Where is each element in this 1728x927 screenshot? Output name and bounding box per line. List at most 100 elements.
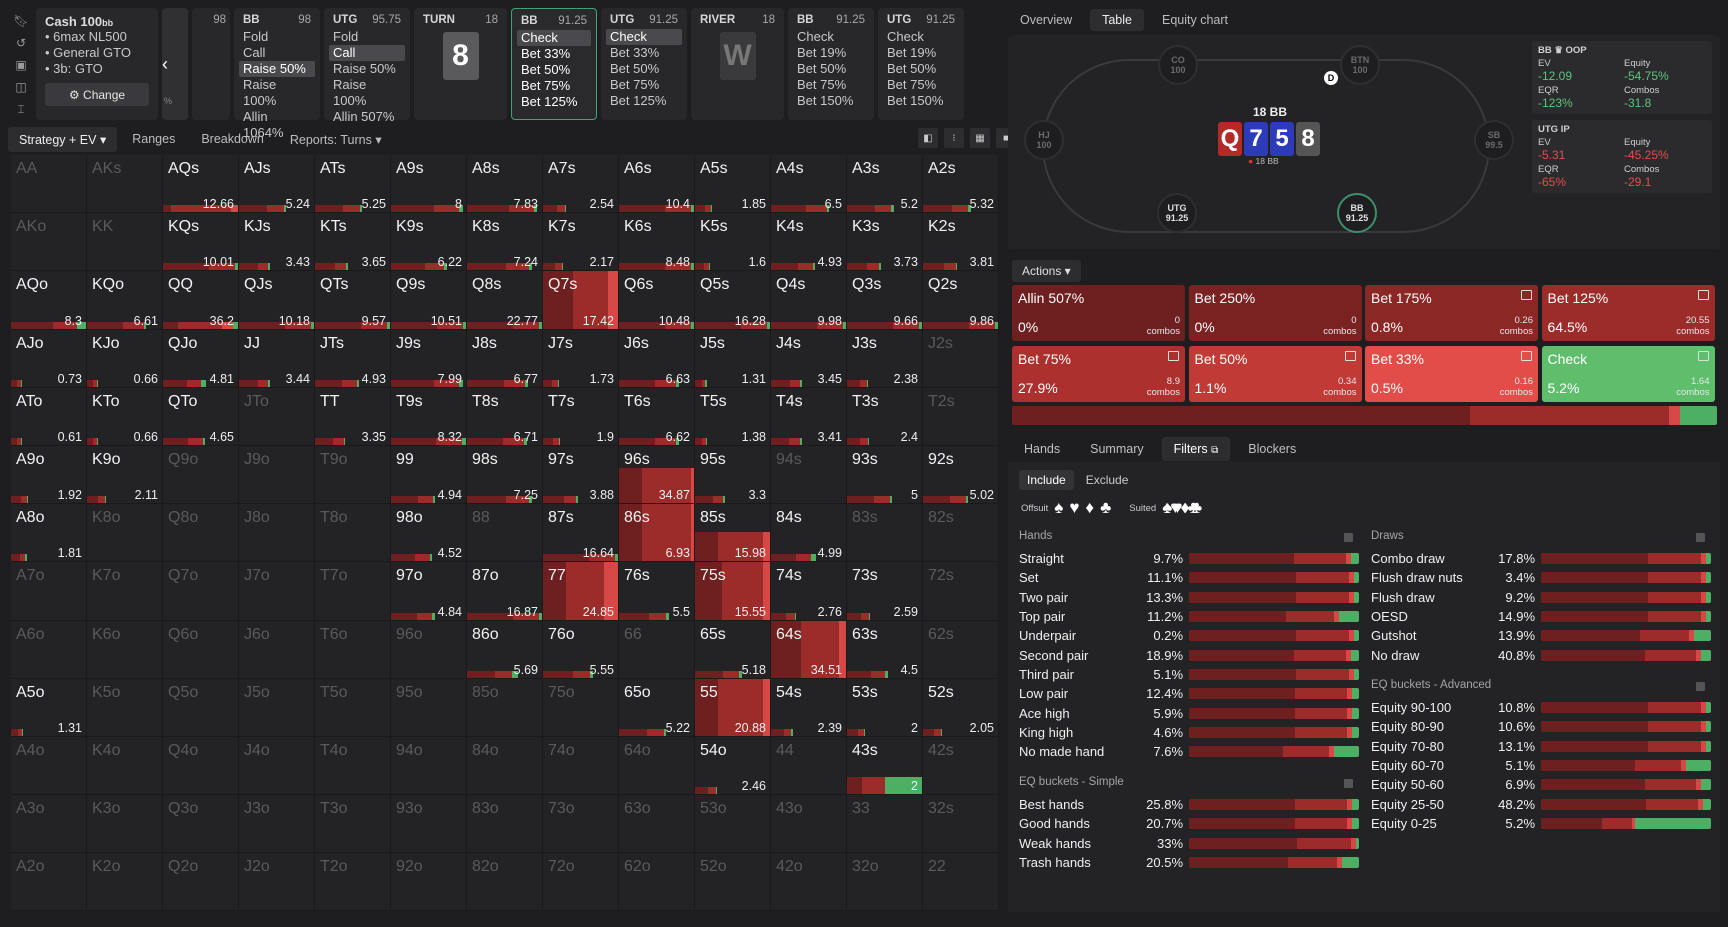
hand-cell[interactable]: A6o: [11, 620, 87, 679]
hand-cell[interactable]: 98o 4.52: [391, 504, 467, 563]
hand-cell[interactable]: 54o 2.46: [695, 736, 771, 796]
spade-icon[interactable]: ♠: [1054, 498, 1064, 517]
node-action-item[interactable]: Bet 50%: [887, 61, 937, 76]
hand-cell[interactable]: K5s 1.6: [695, 213, 771, 272]
hand-cell[interactable]: 95o: [391, 678, 467, 737]
filter-row[interactable]: Combo draw 17.8%: [1371, 549, 1712, 568]
save-icon[interactable]: ▣: [15, 58, 27, 72]
action-tile-bet-125-[interactable]: Bet 125% 64.5% 20.55 combos: [1541, 285, 1715, 341]
hand-cell[interactable]: A3o: [11, 795, 87, 854]
node-action-item[interactable]: Bet 33%: [610, 45, 660, 60]
actions-dropdown[interactable]: Actions ▾: [1012, 260, 1081, 282]
hand-cell[interactable]: AQs 12.66: [163, 155, 239, 214]
node-card-bb[interactable]: BB 98 Fold Call Raise 50% Raise 100% Allin 106…: [234, 8, 320, 140]
hand-cell[interactable]: AJs 5.24: [239, 155, 315, 214]
node-action-item[interactable]: Bet 75%: [887, 77, 937, 92]
filter-row[interactable]: No made hand 7.6%: [1019, 742, 1360, 761]
change-button[interactable]: ⚙ Change: [45, 83, 149, 106]
hand-cell[interactable]: 42s: [923, 736, 999, 796]
filter-row[interactable]: Equity 50-60 6.9%: [1371, 775, 1712, 794]
hand-cell[interactable]: JTo: [239, 387, 315, 446]
hand-cell[interactable]: 92o: [391, 853, 467, 912]
filter-row[interactable]: Second pair 18.9%: [1019, 645, 1360, 664]
details-icon[interactable]: [1697, 351, 1709, 361]
node-action-item[interactable]: Check: [517, 30, 591, 46]
hand-cell[interactable]: ATs 5.25: [315, 155, 391, 214]
node-action-item[interactable]: Bet 50%: [521, 62, 571, 77]
hand-cell[interactable]: QTo 4.65: [163, 387, 239, 446]
hand-cell[interactable]: T3o: [315, 795, 391, 854]
hand-cell[interactable]: K9o 2.11: [87, 445, 163, 505]
grid-icon[interactable]: ▦: [970, 128, 990, 148]
hand-cell[interactable]: Q5s 16.28: [695, 271, 771, 330]
filter-row[interactable]: Best hands 25.8%: [1019, 795, 1360, 814]
node-card-bb[interactable]: BB 91.25 Check Bet 19% Bet 50% Bet 75% Bet 150…: [788, 8, 874, 120]
filter-row[interactable]: Two pair 13.3%: [1019, 588, 1360, 607]
hand-cell[interactable]: 87s 16.64: [543, 504, 619, 563]
details-icon[interactable]: [1344, 351, 1356, 361]
hand-cell[interactable]: 42o: [771, 853, 847, 912]
hand-cell[interactable]: Q9o: [163, 445, 239, 505]
hand-cell[interactable]: 94o: [391, 736, 467, 796]
hand-cell[interactable]: AKs: [87, 155, 163, 214]
hand-cell[interactable]: 86s 6.93: [619, 504, 695, 563]
hand-cell[interactable]: 95s 3.3: [695, 445, 771, 505]
hand-cell[interactable]: 83s: [847, 504, 923, 563]
hand-cell[interactable]: Q9s 10.51: [391, 271, 467, 330]
node-action-item[interactable]: Allin 1064%: [243, 109, 284, 140]
hand-cell[interactable]: 75s 15.55: [695, 562, 771, 621]
hand-cell[interactable]: 43o: [771, 795, 847, 854]
node-action-item[interactable]: Bet 50%: [610, 61, 660, 76]
hand-cell[interactable]: K3o: [87, 795, 163, 854]
action-tile-bet-33-[interactable]: Bet 33% 0.5% 0.16 combos: [1365, 346, 1538, 402]
hand-cell[interactable]: 94s: [771, 445, 847, 505]
hand-cell[interactable]: J9o: [239, 445, 315, 505]
hand-cell[interactable]: 72o: [543, 853, 619, 912]
node-card-utg[interactable]: UTG 91.25 Check Bet 19% Bet 50% Bet 75% Bet 15…: [878, 8, 964, 120]
hand-cell[interactable]: A5o 1.31: [11, 678, 87, 737]
tab-hands[interactable]: Hands: [1024, 442, 1061, 456]
hand-cell[interactable]: 76s 5.5: [619, 562, 695, 621]
hand-cell[interactable]: T6s 6.62: [619, 387, 695, 446]
node-action-item[interactable]: Check: [797, 29, 834, 44]
hand-cell[interactable]: KQs 10.01: [163, 213, 239, 272]
filter-row[interactable]: Trash hands 20.5%: [1019, 853, 1360, 872]
hand-cell[interactable]: T6o: [315, 620, 391, 679]
hand-cell[interactable]: 87o 16.87: [467, 562, 543, 621]
tab-breakdown[interactable]: Breakdown: [201, 132, 264, 146]
filter-row[interactable]: Flush draw nuts 3.4%: [1371, 568, 1712, 587]
hand-cell[interactable]: A6s 10.4: [619, 155, 695, 214]
hand-cell[interactable]: 72s: [923, 562, 999, 621]
node-action-item[interactable]: Bet 150%: [887, 93, 944, 108]
hand-cell[interactable]: Q3o: [163, 795, 239, 854]
hand-cell[interactable]: Q8o: [163, 504, 239, 563]
hand-cell[interactable]: Q7s 17.42: [543, 271, 619, 330]
node-action-item[interactable]: Bet 33%: [521, 46, 571, 61]
prev-node-stub[interactable]: %: [162, 8, 188, 120]
hand-cell[interactable]: J6s 6.63: [619, 329, 695, 388]
hand-cell[interactable]: K7s 2.17: [543, 213, 619, 272]
hand-cell[interactable]: 96o: [391, 620, 467, 679]
details-icon[interactable]: [1521, 290, 1532, 300]
hand-cell[interactable]: K5o: [87, 678, 163, 737]
hand-cell[interactable]: QJo 4.81: [163, 329, 239, 388]
hand-cell[interactable]: 32o: [847, 853, 923, 912]
hand-cell[interactable]: A7o: [11, 562, 87, 621]
hand-cell[interactable]: 52s 2.05: [923, 678, 999, 737]
hand-cell[interactable]: Q8s 22.77: [467, 271, 543, 330]
hand-cell[interactable]: T3s 2.4: [847, 387, 923, 446]
hand-cell[interactable]: J5s 1.31: [695, 329, 771, 388]
hand-cell[interactable]: 44: [771, 736, 847, 796]
node-action-item[interactable]: Bet 75%: [610, 77, 660, 92]
hand-cell[interactable]: J7s 1.73: [543, 329, 619, 388]
hand-cell[interactable]: KK: [87, 213, 163, 272]
tab-filters[interactable]: Filters ⧉: [1161, 437, 1231, 461]
hand-cell[interactable]: KTo 0.66: [87, 387, 163, 446]
hand-cell[interactable]: 86o 5.69: [467, 620, 543, 679]
hand-cell[interactable]: KTs 3.65: [315, 213, 391, 272]
hand-cell[interactable]: J7o: [239, 562, 315, 621]
hand-cell[interactable]: J9s 7.99: [391, 329, 467, 388]
hand-cell[interactable]: 33: [847, 795, 923, 854]
hand-cell[interactable]: 53s 2: [847, 678, 923, 737]
filter-row[interactable]: Equity 60-70 5.1%: [1371, 756, 1712, 775]
